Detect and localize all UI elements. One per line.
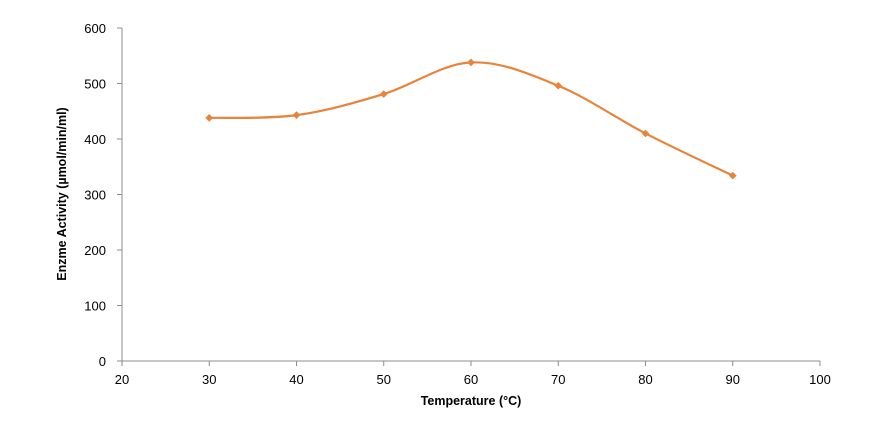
y-tick-label: 200 [84, 243, 106, 258]
x-tick-label: 30 [202, 372, 216, 387]
y-tick-label: 100 [84, 299, 106, 314]
y-axis-ticks: 0 100 200 300 400 500 600 [84, 21, 122, 369]
x-axis-ticks: 20 30 40 50 60 70 80 90 100 [115, 361, 831, 387]
data-point-marker [728, 171, 737, 180]
x-tick-label: 100 [809, 372, 831, 387]
x-tick-label: 70 [551, 372, 565, 387]
x-tick-label: 60 [464, 372, 478, 387]
axes [121, 28, 820, 362]
x-tick-label: 20 [115, 372, 129, 387]
series-line [209, 61, 734, 177]
x-tick-label: 90 [726, 372, 740, 387]
y-tick-label: 500 [84, 77, 106, 92]
x-tick-label: 40 [289, 372, 303, 387]
y-tick-label: 400 [84, 132, 106, 147]
x-tick-label: 50 [377, 372, 391, 387]
y-axis-title: Enzme Activity (µmol/min/ml) [55, 107, 69, 280]
x-axis-title: Temperature (°C) [421, 394, 522, 408]
series-group [205, 58, 737, 180]
y-tick-label: 0 [99, 354, 106, 369]
y-tick-label: 600 [84, 21, 106, 36]
x-tick-label: 80 [638, 372, 652, 387]
data-point-marker [292, 111, 301, 120]
data-point-marker [554, 81, 563, 90]
data-point-marker [467, 58, 475, 67]
data-point-marker [641, 129, 650, 138]
data-point-marker [205, 113, 214, 122]
y-tick-label: 300 [84, 188, 106, 203]
data-point-marker [379, 90, 388, 98]
